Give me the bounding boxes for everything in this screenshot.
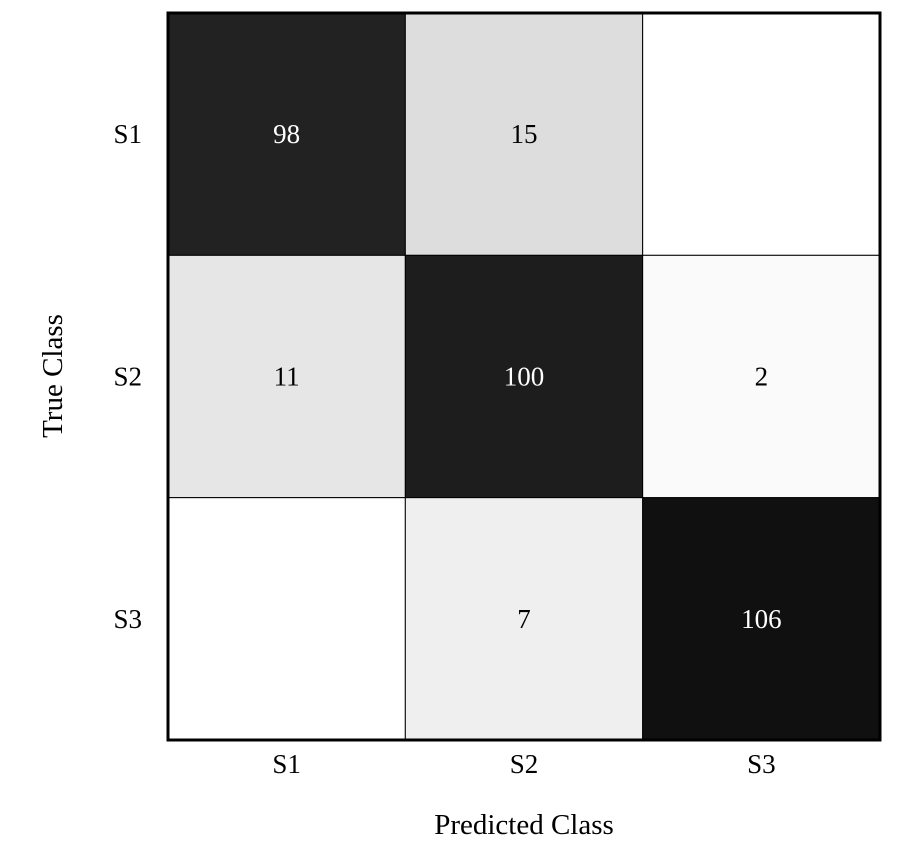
y-tick-label: S2	[113, 362, 142, 392]
heatmap-cell	[167, 497, 406, 741]
cell-value-label: 100	[504, 362, 545, 392]
heatmap-cell	[642, 12, 881, 256]
plot-frame	[166, 11, 882, 742]
cell-value-label: 15	[511, 119, 538, 149]
x-axis-title: Predicted Class	[434, 809, 614, 841]
heatmap-cell	[404, 254, 644, 499]
x-tick-label: S3	[747, 749, 776, 779]
heatmap-cell	[642, 254, 881, 499]
cell-value-label: 2	[755, 362, 769, 392]
cell-value-label: 11	[274, 362, 300, 392]
heatmap-cell	[404, 12, 644, 256]
x-tick-label: S2	[510, 749, 539, 779]
heatmap-cell	[167, 12, 406, 256]
heatmap-cell-labels: 98 15 11 100 2 7 106	[273, 119, 781, 634]
heatmap-cell	[167, 254, 406, 499]
heatmap-cell	[404, 497, 644, 741]
y-tick-labels: S1 S2 S3	[113, 119, 142, 634]
x-tick-label: S1	[272, 749, 301, 779]
y-tick-label: S1	[113, 119, 142, 149]
cell-value-label: 7	[517, 604, 531, 634]
cell-value-label: 106	[741, 604, 782, 634]
y-axis-title: True Class	[37, 314, 69, 438]
heatmap-cells	[167, 12, 881, 741]
cell-value-label: 98	[273, 119, 300, 149]
y-tick-label: S3	[113, 604, 142, 634]
x-tick-labels: S1 S2 S3	[272, 749, 775, 779]
